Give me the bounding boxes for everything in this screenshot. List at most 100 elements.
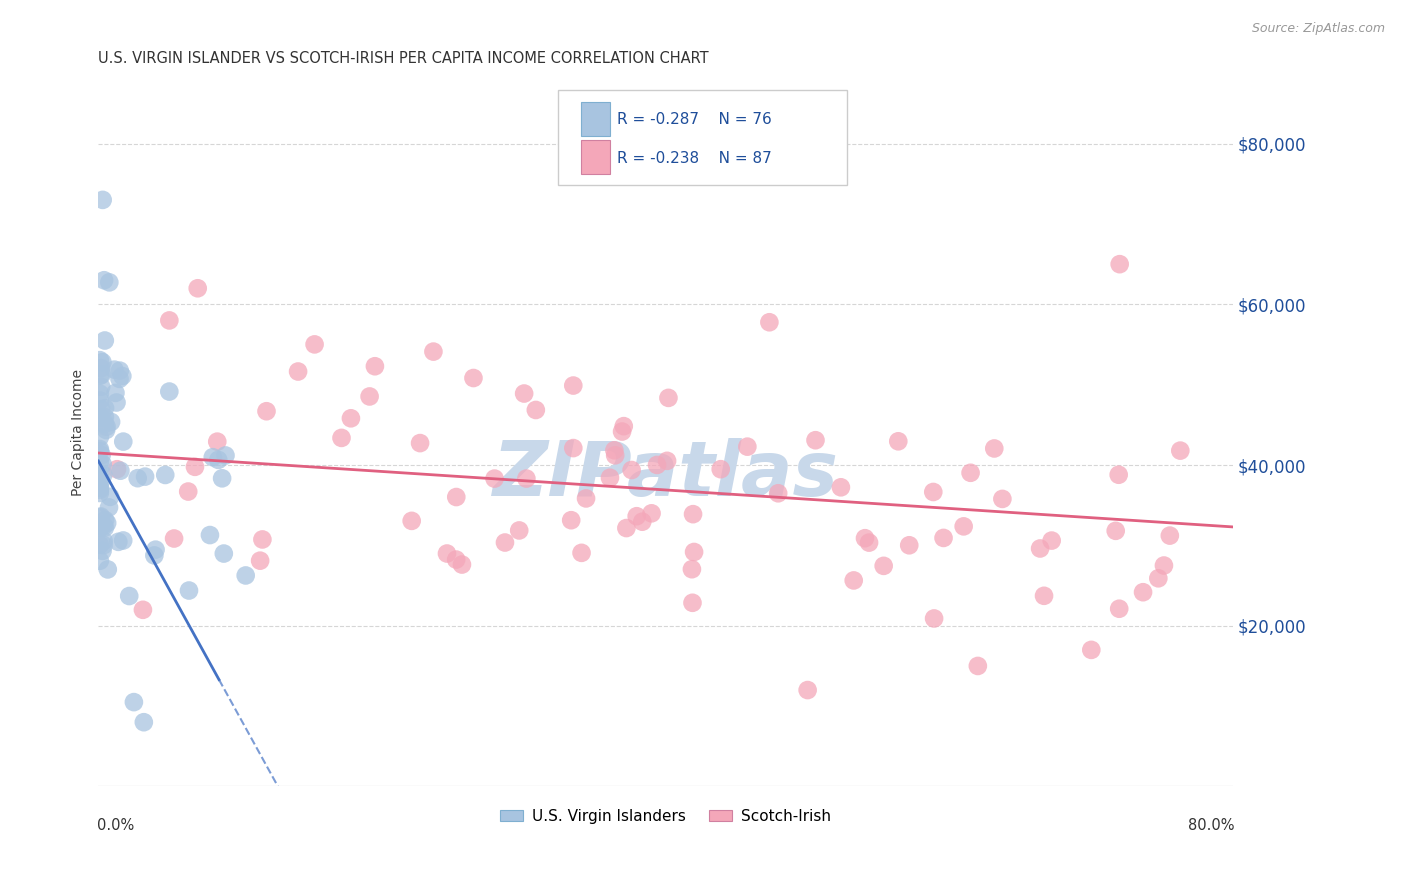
Point — [626, 509, 648, 524]
Point — [640, 506, 662, 520]
Point — [463, 371, 485, 385]
Point — [932, 531, 955, 545]
Point — [922, 485, 945, 500]
Point — [93, 538, 115, 552]
Point — [207, 434, 229, 449]
Point — [952, 519, 974, 533]
Point — [90, 509, 112, 524]
Text: U.S. VIRGIN ISLANDER VS SCOTCH-IRISH PER CAPITA INCOME CORRELATION CHART: U.S. VIRGIN ISLANDER VS SCOTCH-IRISH PER… — [98, 51, 709, 66]
Point — [436, 547, 458, 561]
Point — [655, 454, 678, 468]
Point — [983, 442, 1005, 456]
Point — [96, 516, 118, 530]
Point — [620, 463, 643, 477]
Point — [89, 353, 111, 368]
Point — [898, 538, 921, 552]
Point — [599, 471, 621, 485]
Point — [1159, 528, 1181, 542]
Point — [90, 361, 112, 376]
Point — [122, 695, 145, 709]
Point — [110, 464, 132, 478]
Point — [201, 450, 224, 465]
Bar — [581, 102, 610, 136]
Point — [89, 442, 111, 456]
Point — [90, 519, 112, 533]
Point — [104, 385, 127, 400]
Point — [605, 448, 627, 462]
Point — [249, 554, 271, 568]
Point — [112, 434, 135, 449]
Point — [91, 193, 114, 207]
Point — [89, 393, 111, 408]
Point — [991, 491, 1014, 506]
Bar — [581, 140, 610, 174]
Point — [89, 486, 111, 500]
Point — [922, 611, 945, 625]
Point — [90, 448, 112, 462]
Point — [575, 491, 598, 506]
Point — [645, 458, 668, 472]
Point — [616, 521, 638, 535]
Point — [887, 434, 910, 449]
Point — [90, 380, 112, 394]
Point — [93, 273, 115, 287]
Point — [89, 521, 111, 535]
Point — [105, 395, 128, 409]
Point — [207, 453, 229, 467]
Point — [804, 434, 827, 448]
Point — [562, 378, 585, 392]
Point — [132, 715, 155, 730]
Point — [613, 419, 636, 434]
Point — [89, 510, 111, 524]
Point — [89, 386, 111, 401]
Point — [873, 558, 896, 573]
Point — [177, 583, 200, 598]
Point — [508, 524, 530, 538]
Point — [91, 467, 114, 482]
Point — [93, 519, 115, 533]
Point — [515, 472, 537, 486]
Point — [1147, 571, 1170, 585]
Point — [858, 535, 880, 549]
Point — [98, 490, 121, 504]
FancyBboxPatch shape — [558, 90, 848, 186]
Point — [682, 507, 704, 521]
Point — [157, 313, 180, 327]
Point — [89, 481, 111, 495]
Point — [766, 486, 789, 500]
Point — [959, 466, 981, 480]
Point — [235, 568, 257, 582]
Point — [603, 443, 626, 458]
Point — [107, 534, 129, 549]
Point — [111, 369, 134, 384]
Point — [451, 558, 474, 572]
Point — [359, 389, 381, 403]
Point — [494, 535, 516, 549]
Point — [103, 362, 125, 376]
Text: 80.0%: 80.0% — [1188, 818, 1234, 833]
Point — [1033, 589, 1056, 603]
Text: R = -0.238    N = 87: R = -0.238 N = 87 — [617, 151, 772, 166]
Point — [96, 419, 118, 434]
Point — [89, 469, 111, 483]
Point — [127, 471, 149, 485]
Point — [100, 415, 122, 429]
Point — [796, 683, 818, 698]
Point — [90, 474, 112, 488]
Point — [89, 430, 111, 444]
Text: 0.0%: 0.0% — [97, 818, 135, 833]
Point — [830, 480, 852, 494]
Point — [401, 514, 423, 528]
Point — [94, 401, 117, 416]
Point — [97, 562, 120, 576]
Point — [89, 368, 111, 383]
Point — [409, 436, 432, 450]
Point — [966, 659, 988, 673]
Point — [91, 544, 114, 558]
Point — [287, 364, 309, 378]
Point — [1108, 257, 1130, 271]
Point — [252, 533, 274, 547]
Point — [1132, 585, 1154, 599]
Point — [94, 334, 117, 348]
Point — [187, 281, 209, 295]
